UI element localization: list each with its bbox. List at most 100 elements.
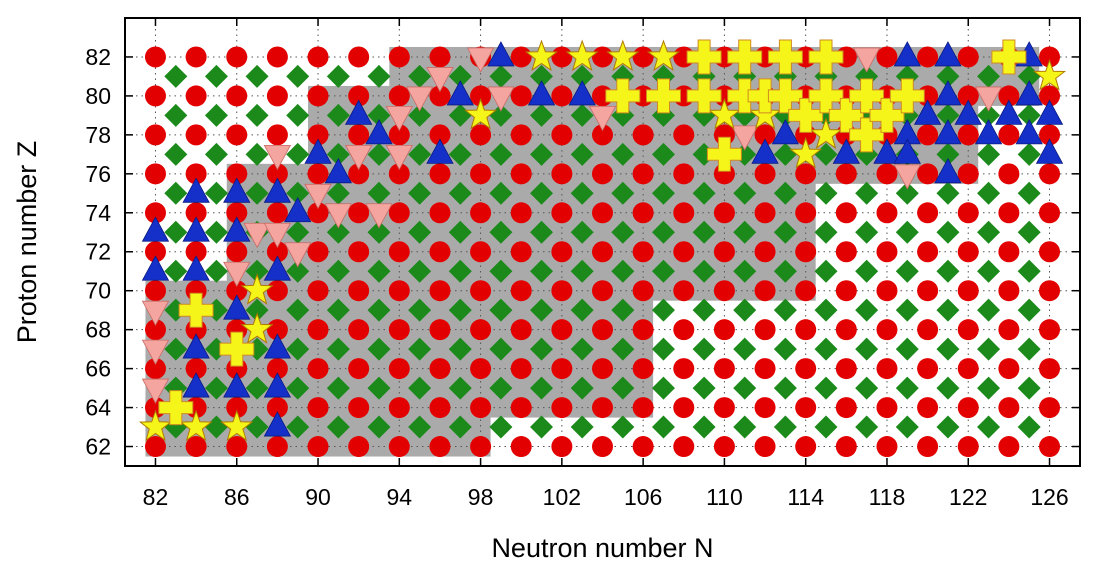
even-even-point — [713, 358, 735, 380]
cross-point — [849, 117, 885, 153]
odd-odd-point — [570, 220, 594, 244]
odd-odd-point — [448, 259, 472, 283]
even-even-point — [551, 319, 573, 341]
even-even-point — [551, 85, 573, 107]
odd-odd-point — [530, 259, 554, 283]
even-even-point — [266, 124, 288, 146]
even-even-point — [226, 436, 248, 458]
odd-odd-point — [733, 337, 757, 361]
odd-odd-point — [286, 298, 310, 322]
odd-odd-point — [570, 298, 594, 322]
odd-odd-point — [326, 103, 350, 127]
star-point — [789, 136, 823, 169]
odd-odd-point — [977, 220, 1001, 244]
odd-odd-point — [733, 298, 757, 322]
odd-odd-point — [570, 376, 594, 400]
even-even-point — [185, 202, 207, 224]
odd-odd-point — [977, 337, 1001, 361]
background-points — [144, 46, 1061, 458]
even-even-point — [185, 163, 207, 185]
odd-odd-point — [570, 64, 594, 88]
even-even-point — [429, 280, 451, 302]
odd-odd-point — [204, 103, 228, 127]
odd-odd-point — [855, 259, 879, 283]
even-even-point — [470, 319, 492, 341]
even-even-point — [388, 241, 410, 263]
star-point — [179, 409, 213, 442]
triangle-down-point — [263, 144, 292, 171]
odd-odd-point — [651, 142, 675, 166]
odd-odd-point — [814, 415, 838, 439]
even-even-point — [998, 202, 1020, 224]
odd-odd-point — [977, 142, 1001, 166]
odd-odd-point — [286, 376, 310, 400]
odd-odd-point — [164, 103, 188, 127]
x-tick-label: 106 — [624, 484, 662, 510]
odd-odd-point — [245, 181, 269, 205]
odd-odd-point — [1017, 298, 1041, 322]
odd-odd-point — [570, 103, 594, 127]
odd-odd-point — [286, 220, 310, 244]
triangle-up-point — [771, 119, 800, 145]
even-even-point — [917, 124, 939, 146]
odd-odd-point — [164, 220, 188, 244]
triangle-down-point — [263, 222, 292, 249]
odd-odd-point — [773, 220, 797, 244]
even-even-point — [917, 163, 939, 185]
even-even-point — [957, 202, 979, 224]
triangle-down-point — [405, 86, 434, 112]
odd-odd-point — [326, 181, 350, 205]
even-even-point — [998, 163, 1020, 185]
odd-odd-point — [489, 376, 513, 400]
even-even-point — [795, 397, 817, 419]
triangle-up-point — [223, 177, 251, 203]
even-even-point — [266, 241, 288, 263]
odd-odd-point — [367, 103, 391, 127]
odd-odd-point — [733, 220, 757, 244]
even-even-point — [592, 202, 613, 224]
odd-odd-point — [448, 298, 472, 322]
even-even-point — [917, 202, 939, 224]
odd-odd-point — [448, 337, 472, 361]
even-even-point — [917, 241, 939, 263]
even-even-point — [957, 124, 979, 146]
odd-odd-point — [611, 376, 635, 400]
even-even-point — [795, 241, 817, 263]
odd-odd-point — [1017, 64, 1041, 88]
even-even-point — [998, 280, 1020, 302]
odd-odd-point — [570, 259, 594, 283]
odd-odd-point — [530, 103, 554, 127]
even-even-point — [429, 397, 451, 419]
even-even-point — [348, 124, 370, 146]
even-even-point — [754, 124, 776, 146]
even-even-point — [144, 163, 166, 185]
even-even-point — [226, 163, 248, 185]
even-even-point — [348, 436, 370, 458]
odd-odd-point — [448, 142, 472, 166]
cross-point — [219, 331, 255, 367]
even-even-point — [551, 397, 573, 419]
even-even-point — [1039, 280, 1061, 302]
even-even-point — [144, 85, 166, 107]
odd-odd-point — [936, 259, 960, 283]
even-even-point — [713, 202, 735, 224]
y-tick-label: 74 — [85, 200, 111, 226]
even-even-point — [510, 436, 532, 458]
even-even-point — [510, 397, 532, 419]
even-even-point — [998, 241, 1020, 263]
odd-odd-point — [651, 298, 675, 322]
odd-odd-point — [286, 337, 310, 361]
odd-odd-point — [611, 298, 635, 322]
odd-odd-point — [245, 298, 269, 322]
even-even-point — [429, 46, 451, 68]
triangle-up-point — [893, 138, 921, 164]
triangle-down-point — [243, 222, 271, 249]
triangle-down-point — [141, 378, 170, 404]
odd-odd-point — [164, 64, 188, 88]
even-even-point — [957, 163, 979, 185]
odd-odd-point — [245, 142, 269, 166]
even-even-point — [592, 241, 613, 263]
odd-odd-point — [530, 298, 554, 322]
even-even-point — [795, 163, 817, 185]
odd-odd-point — [489, 415, 513, 439]
